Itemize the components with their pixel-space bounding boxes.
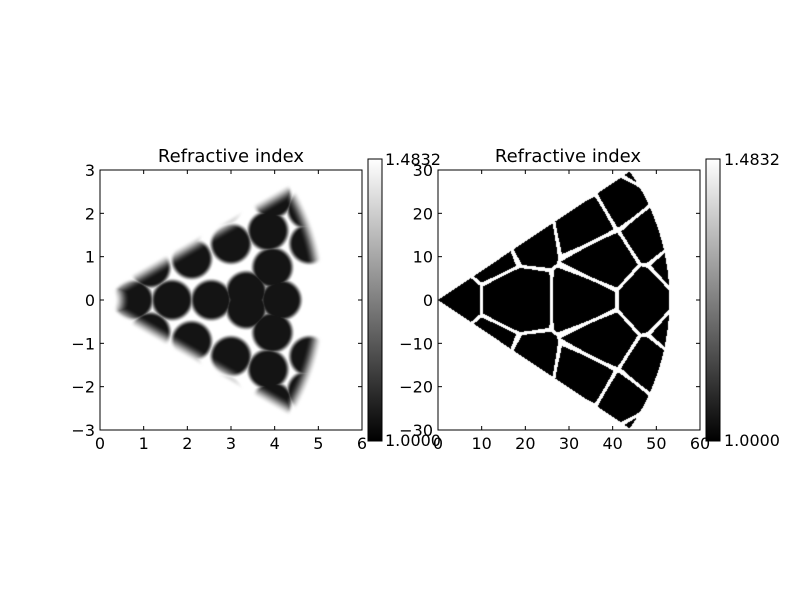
- chart-left-x-tick-label: 4: [270, 434, 280, 453]
- chart-right: Refractive index 0 10 20 30 40 50 60−30−20−100…: [399, 146, 780, 453]
- chart-left-x-tick-label: 6: [357, 434, 367, 453]
- chart-right-y-tick-label: 30: [413, 161, 433, 180]
- chart-right-y-tick-label: 10: [413, 248, 433, 267]
- chart-left-x-tick-label: 0: [95, 434, 105, 453]
- chart-right-x-tick-label: 30: [559, 434, 579, 453]
- chart-left-colorbar-min-label: 1.0000: [385, 431, 441, 450]
- chart-left-heatmap: [100, 170, 362, 430]
- chart-right-x-tick-label: 20: [515, 434, 535, 453]
- chart-left-colorbar-max-label: 1.4832: [385, 150, 441, 169]
- chart-right-colorbar: [705, 158, 721, 442]
- chart-left-y-tick-label: −1: [71, 334, 95, 353]
- chart-right-colorbar-min-label: 1.0000: [724, 431, 780, 450]
- chart-left-colorbar: [367, 158, 383, 442]
- chart-left-y-tick-label: −3: [71, 421, 95, 440]
- chart-right-title: Refractive index: [495, 146, 642, 167]
- chart-right-y-tick-label: 20: [413, 204, 433, 223]
- chart-left-x-tick-label: 5: [313, 434, 323, 453]
- chart-right-axes: 0 10 20 30 40 50 60 −30 −20 −10 0 10 20 30: [399, 161, 710, 453]
- chart-left-y-tick-label: −2: [71, 378, 95, 397]
- chart-right-x-tick-label: 40: [602, 434, 622, 453]
- chart-left-y-tick-label: 3: [85, 161, 95, 180]
- chart-right-y-tick-label: 0: [423, 291, 433, 310]
- chart-right-x-tick-label: 60: [690, 434, 710, 453]
- chart-left-x-tick-label: 2: [182, 434, 192, 453]
- chart-left-x-tick-label: 1: [139, 434, 149, 453]
- chart-left-y-tick-label: 0: [85, 291, 95, 310]
- chart-right-x-tick-label: 10: [471, 434, 491, 453]
- chart-right-colorbar-max-label: 1.4832: [724, 150, 780, 169]
- chart-right-x-tick-label: 50: [646, 434, 666, 453]
- chart-left-y-tick-label: 2: [85, 204, 95, 223]
- chart-left-x-tick-label: 3: [226, 434, 236, 453]
- chart-right-y-tick-label: −10: [399, 334, 433, 353]
- chart-right-y-tick-label: −30: [399, 421, 433, 440]
- chart-right-y-tick-label: −20: [399, 378, 433, 397]
- chart-left-axes: 0 1 2 3 4 5 6 −3 −2 −1 0 1 2 3: [71, 161, 367, 453]
- chart-right-heatmap: [438, 170, 700, 430]
- chart-left-title: Refractive index: [158, 146, 305, 167]
- chart-right-x-tick-label: 0: [433, 434, 443, 453]
- chart-left-y-tick-label: 1: [85, 248, 95, 267]
